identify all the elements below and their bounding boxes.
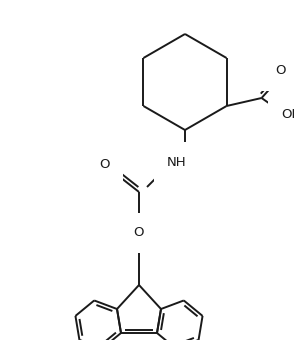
- Text: NH: NH: [167, 155, 187, 169]
- Text: O: O: [134, 226, 144, 239]
- Text: OH: OH: [281, 108, 294, 121]
- Text: O: O: [275, 65, 286, 78]
- Text: O: O: [100, 157, 110, 170]
